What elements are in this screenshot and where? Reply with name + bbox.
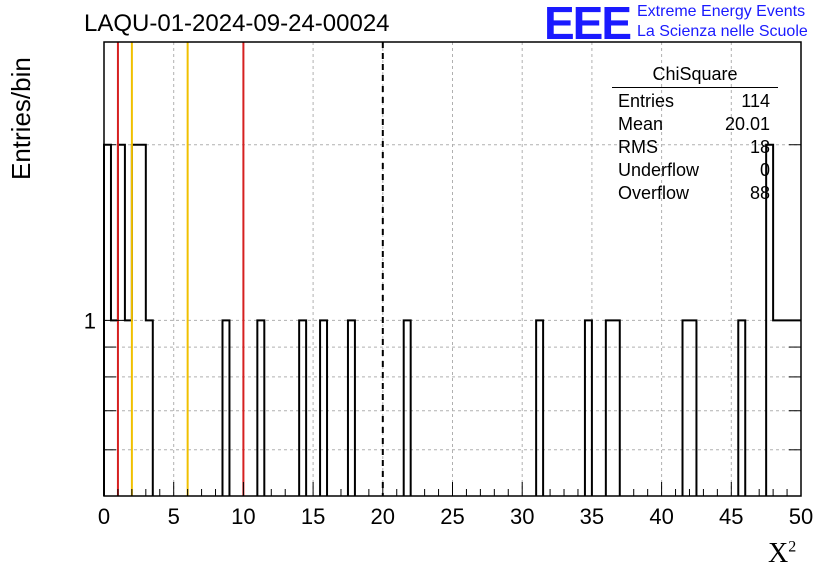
stats-value: 88 [749, 183, 770, 203]
x-tick-label: 20 [371, 504, 395, 529]
stats-value: 114 [741, 91, 770, 111]
histogram-bin [257, 320, 264, 496]
histogram-bin [125, 320, 132, 496]
chart-title: LAQU-01-2024-09-24-00024 [84, 10, 390, 37]
x-tick-label: 15 [301, 504, 325, 529]
stats-value: 18 [749, 137, 770, 157]
histogram-bin [404, 320, 411, 496]
stats-label: Mean [618, 114, 664, 134]
stats-row-underflow: Underflow 0 [612, 159, 778, 182]
histogram-bin [222, 320, 229, 496]
stats-label: Overflow [618, 183, 690, 203]
histogram-bin [585, 320, 592, 496]
histogram-bin [738, 320, 745, 496]
histogram-bin [348, 320, 355, 496]
stats-row-entries: Entries 114 [612, 90, 778, 113]
x-tick-label: 45 [719, 504, 743, 529]
x-axis-label: X2 [768, 538, 797, 569]
histogram-bin [299, 320, 306, 496]
y-tick-label: 1 [84, 308, 96, 333]
histogram-bin [132, 145, 146, 496]
histogram-bin [683, 320, 697, 496]
stats-label: RMS [618, 137, 658, 157]
stats-label: Underflow [618, 160, 700, 180]
x-tick-label: 30 [510, 504, 534, 529]
histogram-bin [536, 320, 543, 496]
x-tick-label: 50 [789, 504, 813, 529]
stats-title: ChiSquare [612, 64, 778, 88]
x-tick-label: 40 [649, 504, 673, 529]
stats-row-rms: RMS 18 [612, 136, 778, 159]
eee-logo-mark: EEE [544, 0, 632, 49]
x-tick-label: 0 [98, 504, 110, 529]
histogram-bin [320, 320, 327, 496]
logo-line-1: Extreme Energy Events [637, 3, 806, 20]
y-axis-label: Entries/bin [6, 57, 36, 180]
histogram-bin [146, 320, 153, 496]
histogram-bin [606, 320, 620, 496]
logo-line-2: La Scienza nelle Scuole [637, 23, 808, 40]
stats-row-overflow: Overflow 88 [612, 182, 778, 205]
stats-label: Entries [618, 91, 675, 111]
x-tick-label: 10 [231, 504, 255, 529]
stats-box: ChiSquare Entries 114 Mean 20.01 RMS 18 … [612, 64, 778, 205]
x-axis-label-superscript: 2 [788, 538, 797, 556]
x-tick-label: 35 [580, 504, 604, 529]
stats-value: 0 [759, 160, 770, 180]
x-tick-label: 5 [168, 504, 180, 529]
histogram-outline [103, 143, 801, 496]
stats-row-mean: Mean 20.01 [612, 113, 778, 136]
x-tick-label: 25 [440, 504, 464, 529]
stats-value: 20.01 [724, 114, 770, 134]
